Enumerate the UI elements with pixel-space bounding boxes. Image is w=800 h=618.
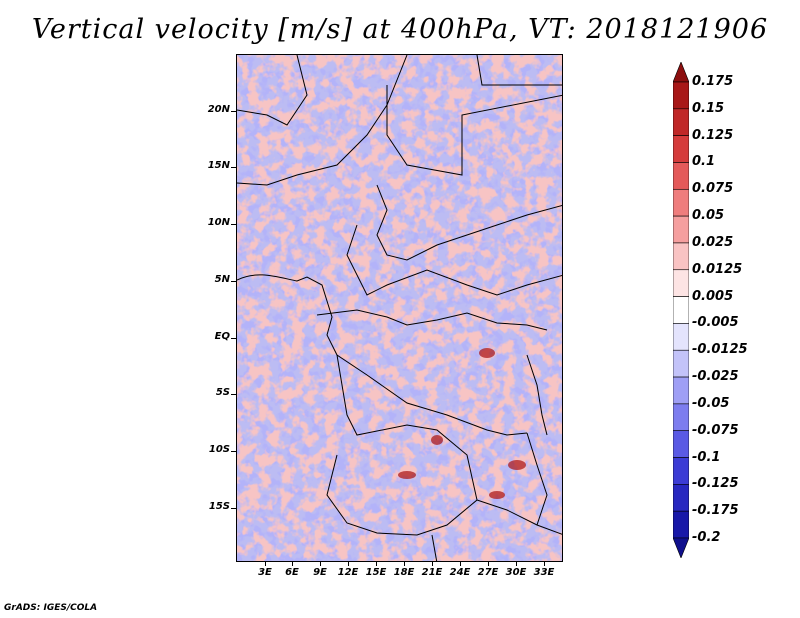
lat-tick: [231, 111, 236, 112]
colorbar: [673, 62, 689, 558]
lon-label: 3E: [258, 567, 272, 578]
colorbar-swatch: [673, 430, 689, 458]
map-panel[interactable]: [236, 54, 563, 562]
colorbar-label: -0.05: [692, 395, 730, 411]
lon-label: 18E: [393, 567, 415, 578]
lat-label: 5N: [214, 274, 230, 285]
map-field: [237, 55, 562, 561]
lat-tick: [231, 167, 236, 168]
colorbar-label: 0.175: [692, 74, 734, 89]
lon-tick: [460, 562, 461, 566]
colorbar-swatch: [673, 269, 689, 297]
lat-tick: [231, 338, 236, 339]
lon-tick: [348, 562, 349, 566]
colorbar-swatch: [673, 510, 689, 539]
colorbar-label: -0.2: [692, 530, 721, 545]
lon-label: 6E: [285, 567, 299, 578]
lon-tick: [265, 562, 266, 566]
colorbar-label: -0.1: [692, 449, 721, 465]
colorbar-swatch: [673, 215, 689, 244]
colorbar-swatch: [673, 81, 689, 110]
lon-label: 24E: [449, 567, 471, 578]
colorbar-swatch: [673, 376, 689, 405]
lon-tick: [404, 562, 405, 566]
lon-tick: [544, 562, 545, 566]
lon-label: 9E: [313, 567, 327, 578]
lat-tick: [231, 451, 236, 452]
lon-label: 33E: [533, 567, 555, 578]
lat-tick: [231, 508, 236, 509]
colorbar-swatch: [673, 349, 689, 378]
colorbar-swatch: [673, 457, 689, 485]
colorbar-swatch: [673, 108, 689, 136]
lat-label: 5S: [215, 387, 230, 398]
colorbar-label: -0.005: [692, 315, 739, 331]
colorbar-arrow-top: [673, 62, 689, 83]
lat-label: 10S: [208, 444, 230, 455]
lon-tick: [376, 562, 377, 566]
colorbar-label: -0.0125: [692, 342, 748, 358]
lat-label: 20N: [207, 104, 230, 115]
colorbar-swatch: [673, 162, 689, 190]
lon-label: 12E: [337, 567, 359, 578]
lon-tick: [488, 562, 489, 566]
colorbar-swatch: [673, 242, 689, 271]
credit-text: GrADS: IGES/COLA: [4, 603, 98, 613]
colorbar-swatch: [673, 135, 689, 163]
colorbar-label: -0.075: [692, 422, 739, 438]
lat-label: EQ: [214, 331, 230, 342]
lon-label: 15E: [365, 567, 387, 578]
colorbar-swatch: [673, 323, 689, 351]
lat-label: 15N: [207, 160, 230, 171]
lon-label: 27E: [477, 567, 499, 578]
lat-label: 15S: [208, 501, 230, 512]
lon-tick: [292, 562, 293, 566]
lon-tick: [320, 562, 321, 566]
map-title: Vertical velocity [m/s] at 400hPa, VT: 2…: [31, 14, 769, 45]
lon-tick: [516, 562, 517, 566]
country-borders: [237, 55, 562, 561]
colorbar-swatch: [673, 188, 689, 217]
lon-tick: [432, 562, 433, 566]
colorbar-label: 0.005: [692, 288, 734, 304]
colorbar-label: -0.125: [692, 476, 739, 492]
colorbar-label: 0.0125: [692, 261, 743, 277]
colorbar-label: 0.15: [692, 100, 725, 116]
lon-label: 30E: [505, 567, 527, 578]
colorbar-swatch: [673, 296, 689, 324]
lat-tick: [231, 394, 236, 395]
colorbar-label: -0.025: [692, 369, 739, 385]
colorbar-label: 0.125: [692, 127, 734, 143]
lon-label: 21E: [421, 567, 443, 578]
colorbar-swatch: [673, 403, 689, 432]
lat-tick: [231, 281, 236, 282]
colorbar-swatch: [673, 484, 689, 512]
colorbar-label: 0.1: [692, 154, 716, 170]
colorbar-label: 0.075: [692, 181, 734, 197]
lat-tick: [231, 224, 236, 225]
colorbar-label: -0.175: [692, 503, 739, 519]
colorbar-arrow-bottom: [673, 537, 689, 558]
lat-label: 10N: [207, 217, 230, 228]
colorbar-label: 0.025: [692, 234, 734, 250]
colorbar-label: 0.05: [692, 208, 725, 224]
